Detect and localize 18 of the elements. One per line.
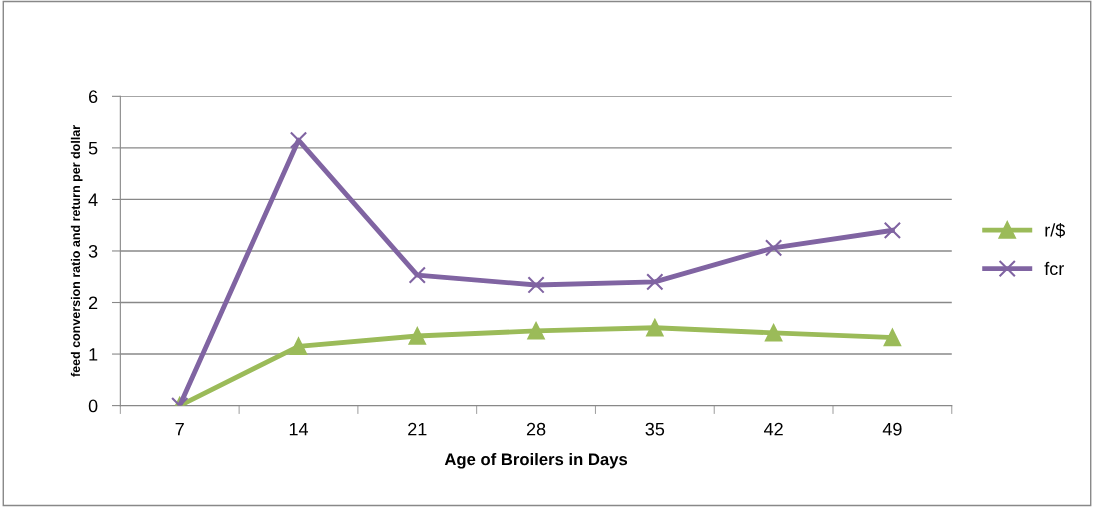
y-tick-label: 0 xyxy=(88,399,98,413)
x-tick-label: 35 xyxy=(645,422,665,436)
y-tick-label: 2 xyxy=(88,296,98,310)
y-tick-label: 3 xyxy=(88,244,98,258)
x-tick-label: 14 xyxy=(289,422,309,436)
x-tick-label: 49 xyxy=(882,422,902,436)
legend-label: fcr xyxy=(1044,261,1064,276)
x-axis-title: Age of Broilers in Days xyxy=(444,452,628,469)
y-tick-label: 5 xyxy=(88,142,98,155)
y-tick-label: 4 xyxy=(88,193,98,206)
x-tick-label: 7 xyxy=(175,422,184,436)
x-tick-label: 21 xyxy=(408,422,427,436)
y-tick-label: 6 xyxy=(88,90,98,104)
x-tick-label: 28 xyxy=(526,422,546,436)
x-tick-label: 42 xyxy=(763,422,783,436)
y-tick-label: 1 xyxy=(89,348,98,361)
y-axis-title: feed conversion ratio and return per dollar xyxy=(70,125,83,377)
legend-label: r/$ xyxy=(1045,223,1066,238)
